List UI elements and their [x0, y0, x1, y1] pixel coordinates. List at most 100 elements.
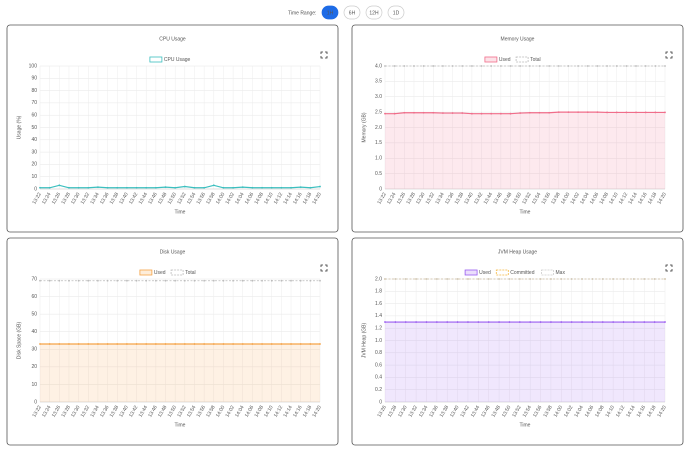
- y-tick-label: 1.8: [375, 289, 382, 295]
- data-point: [309, 343, 312, 345]
- data-point: [538, 111, 541, 114]
- x-tick-label: 14:04: [234, 191, 246, 205]
- data-point: [467, 321, 469, 323]
- data-point: [435, 278, 438, 280]
- expand-icon[interactable]: [665, 264, 673, 272]
- expand-icon[interactable]: [665, 51, 673, 59]
- y-tick-label: 90: [31, 76, 37, 82]
- y-tick-label: 2.0: [375, 125, 382, 131]
- data-point: [596, 65, 599, 67]
- data-point: [39, 279, 41, 282]
- data-point: [384, 278, 386, 280]
- legend-label: Used: [479, 270, 491, 276]
- data-point: [456, 321, 459, 323]
- data-point: [529, 321, 532, 323]
- y-tick-label: 0: [379, 186, 382, 192]
- legend-swatch: [541, 269, 554, 276]
- y-tick-label: 60: [31, 294, 37, 300]
- data-point: [290, 343, 292, 345]
- x-tick-label: 13:58: [205, 404, 217, 418]
- y-tick-label: 0.4: [375, 375, 382, 381]
- x-tick-label: 13:56: [196, 191, 208, 205]
- x-tick-label: 14:04: [579, 191, 591, 205]
- data-point: [403, 65, 406, 67]
- y-axis-label: Disk Space (GB): [16, 322, 22, 360]
- data-point: [48, 279, 51, 282]
- y-tick-label: 10: [31, 382, 37, 388]
- data-point: [432, 65, 435, 67]
- y-tick-label: 40: [31, 329, 37, 335]
- data-point: [415, 321, 418, 323]
- y-tick-label: 0.2: [375, 387, 382, 393]
- x-axis-label: Time: [520, 209, 531, 215]
- expand-icon[interactable]: [320, 264, 328, 272]
- data-point: [280, 279, 283, 282]
- data-point: [548, 111, 551, 114]
- data-point: [442, 65, 444, 67]
- x-tick-label: 14:02: [225, 191, 237, 205]
- x-tick-label: 14:16: [636, 404, 648, 418]
- data-point: [499, 112, 502, 115]
- x-tick-label: 13:34: [89, 404, 101, 418]
- legend-label: CPU Usage: [164, 57, 191, 63]
- data-point: [68, 279, 70, 282]
- x-axis-label: Time: [175, 209, 186, 215]
- time-range-button-label[interactable]: 6H: [349, 10, 356, 16]
- data-point: [384, 321, 386, 323]
- x-tick-label: 13:24: [41, 191, 53, 205]
- data-point: [135, 279, 138, 282]
- y-tick-label: 2.5: [375, 109, 382, 115]
- data-point: [251, 279, 254, 282]
- legend-swatch: [484, 56, 498, 63]
- y-tick-label: 20: [31, 162, 37, 168]
- expand-icon[interactable]: [320, 51, 328, 59]
- time-range-button-label[interactable]: 1H: [327, 10, 334, 16]
- data-point: [212, 184, 215, 187]
- data-point: [270, 343, 273, 345]
- y-axis-label: Usage (%): [16, 115, 22, 139]
- time-range-button[interactable]: [343, 5, 361, 20]
- data-point: [299, 279, 302, 282]
- chart-panel: JVM Heap Usage Used Committed Max 0 0.2 0.4 0.6…: [351, 237, 684, 446]
- y-tick-label: 100: [29, 63, 38, 69]
- time-range-button[interactable]: [365, 5, 383, 20]
- data-point: [393, 112, 396, 115]
- x-axis-label: Time: [175, 422, 186, 428]
- series-line: [385, 111, 665, 115]
- x-tick-label: 14:06: [589, 191, 601, 205]
- data-point: [164, 186, 167, 189]
- data-point: [403, 111, 406, 114]
- time-range-button[interactable]: [321, 5, 339, 20]
- x-tick-label: 13:42: [473, 191, 485, 205]
- y-tick-label: 70: [31, 276, 37, 282]
- data-point: [174, 343, 177, 345]
- data-point: [48, 343, 51, 345]
- x-tick-label: 13:52: [176, 191, 188, 205]
- time-range-button[interactable]: [387, 5, 405, 20]
- x-tick-label: 13:56: [532, 404, 544, 418]
- x-tick-label: 13:24: [386, 191, 398, 205]
- x-tick-label: 13:56: [541, 191, 553, 205]
- x-tick-label: 13:48: [491, 404, 503, 418]
- legend-label: Total: [530, 57, 541, 63]
- data-point: [77, 186, 80, 189]
- data-point: [270, 279, 273, 282]
- panel-border: [6, 24, 339, 233]
- data-point: [550, 321, 552, 323]
- data-point: [470, 112, 473, 115]
- time-range-button-label[interactable]: 1D: [393, 10, 400, 16]
- data-point: [145, 186, 148, 189]
- time-range-button-label[interactable]: 12H: [369, 10, 379, 16]
- data-point: [498, 278, 500, 280]
- x-tick-label: 13:36: [99, 404, 111, 418]
- data-point: [203, 279, 206, 282]
- x-tick-label: 14:16: [292, 404, 304, 418]
- data-point: [548, 65, 551, 67]
- data-point: [241, 343, 244, 345]
- data-point: [539, 278, 542, 280]
- data-point: [487, 278, 490, 280]
- data-point: [48, 186, 51, 189]
- x-tick-label: 14:00: [560, 191, 572, 205]
- data-point: [615, 111, 618, 114]
- data-point: [241, 279, 244, 282]
